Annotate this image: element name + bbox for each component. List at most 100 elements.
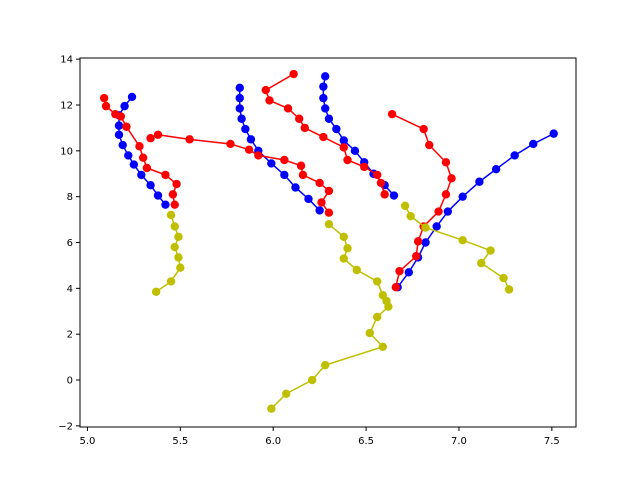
data-point	[319, 132, 328, 142]
data-point	[114, 121, 124, 130]
data-point	[317, 198, 326, 207]
data-point	[384, 302, 393, 311]
data-point	[332, 124, 341, 134]
data-point	[185, 135, 194, 144]
x-axis: 5.0 5.5 6.0 6.5 7.0 7.5	[79, 427, 560, 447]
series-6	[99, 93, 181, 209]
data-point	[339, 143, 348, 152]
series-11	[400, 201, 514, 294]
data-point	[315, 178, 324, 188]
data-point	[261, 85, 270, 95]
data-point	[499, 273, 508, 283]
data-point	[129, 160, 139, 169]
data-point	[380, 190, 389, 199]
data-point	[475, 177, 484, 186]
data-point	[324, 186, 334, 196]
y-tick-label: 12	[60, 100, 73, 111]
data-point	[291, 183, 300, 192]
x-tick-label: 6.0	[265, 436, 281, 447]
data-point	[441, 190, 451, 199]
data-point	[246, 135, 256, 144]
data-point	[151, 287, 161, 296]
series-2	[235, 83, 324, 215]
data-point	[413, 237, 423, 246]
data-point	[406, 211, 415, 221]
data-point	[265, 96, 274, 105]
data-point	[486, 246, 495, 255]
data-point	[378, 342, 387, 351]
data-point	[161, 200, 170, 209]
data-point	[127, 92, 137, 102]
data-point	[176, 263, 185, 272]
data-point	[373, 312, 382, 322]
data-point	[321, 72, 330, 81]
data-point	[360, 162, 369, 172]
y-tick-label: 8	[67, 192, 73, 203]
data-point	[339, 254, 348, 263]
data-point	[168, 190, 178, 199]
data-point	[116, 112, 126, 121]
y-tick-label: 0	[67, 376, 73, 387]
data-point	[315, 206, 324, 215]
series-7	[146, 130, 334, 217]
data-point	[300, 123, 309, 133]
data-point	[321, 360, 330, 370]
series-layer	[99, 69, 558, 413]
data-point	[122, 122, 131, 131]
data-point	[137, 170, 146, 180]
data-point	[235, 104, 244, 113]
data-point	[458, 236, 467, 245]
series-9	[151, 210, 185, 296]
data-point	[170, 200, 179, 209]
data-point	[174, 253, 183, 262]
data-point	[146, 134, 155, 143]
data-point	[350, 146, 360, 156]
data-point	[99, 93, 109, 103]
data-point	[138, 153, 148, 162]
data-point	[434, 207, 443, 216]
data-point	[373, 170, 382, 180]
data-point	[120, 101, 129, 111]
data-point	[267, 404, 276, 413]
data-point	[373, 277, 382, 286]
data-point	[387, 109, 397, 119]
data-point	[343, 155, 352, 165]
y-axis: −2 0 2 4 6 8 10 12 14	[58, 55, 80, 432]
data-point	[376, 178, 386, 188]
data-point	[425, 140, 434, 150]
data-point	[241, 124, 250, 134]
data-point	[142, 163, 152, 173]
data-point	[324, 114, 334, 123]
data-point	[549, 129, 558, 138]
data-point	[441, 158, 451, 167]
data-point	[510, 151, 519, 160]
data-point	[458, 192, 467, 201]
data-point	[153, 191, 163, 200]
data-point	[324, 219, 334, 229]
series-10	[267, 219, 393, 413]
data-point	[296, 161, 306, 170]
data-point	[135, 142, 144, 151]
data-point	[101, 101, 111, 111]
data-point	[235, 83, 244, 93]
data-point	[166, 277, 176, 286]
data-point	[114, 130, 124, 139]
x-tick-label: 6.5	[358, 436, 374, 447]
x-tick-label: 7.5	[544, 436, 560, 447]
data-point	[339, 232, 348, 241]
y-tick-label: 2	[67, 330, 73, 341]
data-point	[172, 179, 181, 189]
data-point	[343, 244, 352, 253]
data-point	[389, 191, 399, 200]
data-point	[319, 93, 328, 103]
data-point	[280, 155, 289, 165]
data-point	[447, 174, 456, 183]
data-point	[267, 159, 276, 168]
data-point	[282, 389, 291, 398]
data-point	[283, 104, 293, 113]
y-tick-label: 4	[67, 284, 73, 295]
data-point	[339, 136, 348, 145]
data-point	[237, 114, 246, 123]
data-point	[298, 170, 308, 180]
series-5	[261, 69, 389, 199]
